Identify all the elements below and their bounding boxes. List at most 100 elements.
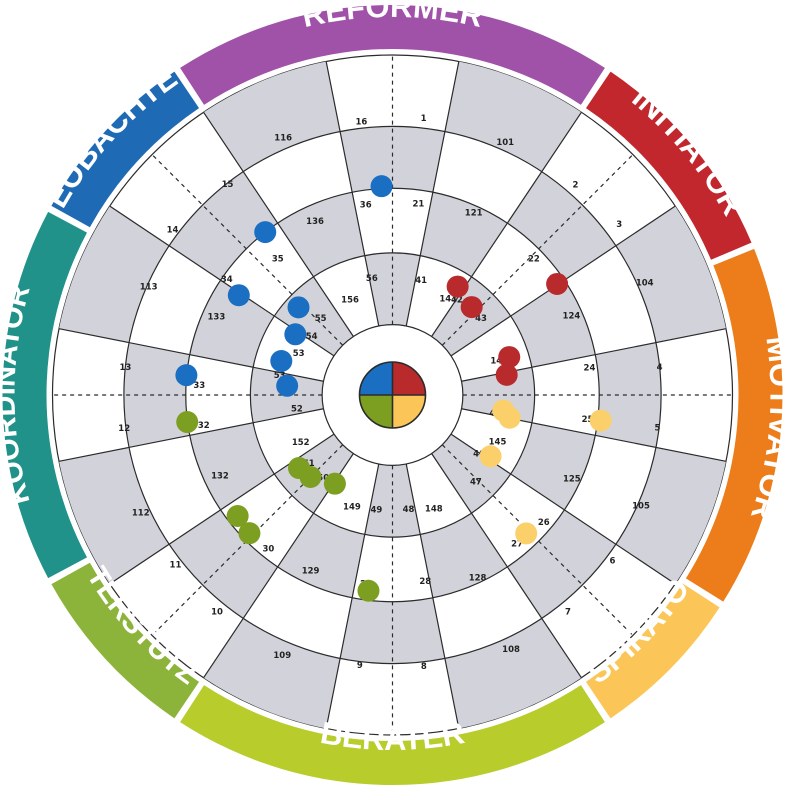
center-quadrant: [359, 395, 393, 428]
gray-cell: [59, 447, 170, 584]
position-number: 36: [360, 200, 372, 210]
gray-cell: [444, 61, 582, 172]
position-number: 46: [473, 449, 485, 459]
gray-cell: [444, 618, 582, 729]
marker-dot-blue: [370, 175, 393, 198]
position-number: 49: [370, 505, 382, 515]
gray-cell: [595, 342, 662, 448]
gray-cell: [340, 126, 445, 193]
center-quadrant: [359, 362, 393, 395]
position-number: 25: [582, 415, 594, 425]
position-number: 136: [306, 217, 324, 227]
center-legend-circle: [358, 361, 427, 429]
marker-dot-red: [495, 363, 518, 386]
position-number: 125: [563, 475, 581, 485]
position-number: 22: [528, 254, 540, 264]
center-quadrant: [392, 362, 426, 395]
position-number: 1: [421, 114, 427, 124]
ring-line: [123, 125, 662, 665]
dashed-radial-line: [441, 154, 634, 346]
position-number: 11: [170, 561, 182, 571]
marker-dot-blue: [175, 364, 198, 387]
marker-dots: [175, 175, 612, 602]
radial-line: [405, 463, 460, 729]
position-number: 8: [421, 662, 427, 672]
position-number: 33: [193, 381, 205, 391]
marker-dot-yellow: [479, 445, 502, 468]
position-number: 53: [293, 349, 305, 359]
position-number: 28: [419, 577, 431, 587]
position-number: 35: [272, 254, 284, 264]
position-number: 16: [355, 118, 367, 128]
position-number: 48: [403, 505, 415, 515]
position-number: 5: [654, 424, 660, 434]
position-number: 104: [636, 279, 654, 289]
marker-dot-yellow: [515, 522, 538, 545]
marker-dot-green: [226, 504, 249, 527]
rim-segment-koordinator: [2, 211, 88, 579]
rim-segment-reformer: [180, 4, 605, 105]
position-number: 133: [208, 313, 226, 323]
rim-segment-motivator: [685, 248, 783, 602]
position-number: 41: [415, 276, 427, 286]
position-number: 43: [475, 314, 487, 324]
position-number: 124: [563, 311, 581, 321]
marker-dot-green: [323, 472, 346, 495]
gray-cell: [203, 61, 341, 172]
position-number: 152: [292, 438, 310, 448]
position-number: 7: [565, 608, 571, 618]
gray-cell: [615, 447, 726, 584]
ring-line: [249, 252, 536, 538]
position-number: 2: [572, 181, 578, 191]
position-number: 141: [439, 294, 457, 304]
gray-cell: [615, 206, 726, 343]
marker-dot-yellow: [589, 409, 612, 432]
radial-line: [431, 453, 582, 679]
position-number: 113: [140, 282, 158, 292]
marker-dot-blue: [284, 323, 307, 346]
marker-dot-red: [498, 346, 521, 369]
dashed-radial-line: [441, 444, 634, 636]
position-number: 10: [211, 608, 223, 618]
position-number: 30: [262, 544, 274, 554]
position-number: 26: [538, 518, 550, 528]
position-number: 132: [211, 471, 229, 481]
marker-dot-blue: [276, 374, 299, 397]
marker-dot-blue: [254, 221, 277, 244]
radial-line: [325, 61, 380, 327]
position-number: 14: [167, 225, 179, 235]
position-number: 15: [222, 180, 234, 190]
marker-dot-yellow: [498, 406, 521, 429]
position-number: 12: [118, 424, 130, 434]
marker-dot-green: [299, 465, 322, 488]
marker-dot-green: [238, 522, 261, 545]
radial-line: [431, 111, 582, 337]
position-number: 55: [315, 314, 327, 324]
position-number: 156: [341, 296, 359, 306]
radial-line: [58, 328, 324, 382]
position-number: 47: [470, 477, 482, 487]
position-number: 148: [425, 504, 443, 514]
position-number: 109: [273, 651, 291, 661]
position-number: 108: [502, 645, 520, 655]
position-number: 50: [317, 474, 329, 484]
position-number: 129: [302, 567, 320, 577]
radial-line: [58, 408, 324, 462]
outer-role-ring: [2, 4, 783, 786]
position-number: 4: [657, 363, 663, 373]
rim-segment-beobachter: [51, 71, 200, 228]
radial-line: [203, 111, 354, 337]
marker-dot-red: [446, 275, 469, 298]
position-number: 128: [469, 573, 487, 583]
rim-segment-berater: [180, 685, 605, 786]
position-number: 121: [465, 209, 483, 219]
radial-line: [325, 463, 380, 729]
position-number: 116: [274, 133, 292, 143]
marker-dot-blue: [227, 284, 250, 307]
position-number: 53: [274, 371, 286, 381]
position-number: 145: [489, 438, 507, 448]
marker-dot-blue: [270, 350, 293, 373]
marker-dot-green: [357, 579, 380, 602]
position-number: 34: [221, 275, 233, 285]
